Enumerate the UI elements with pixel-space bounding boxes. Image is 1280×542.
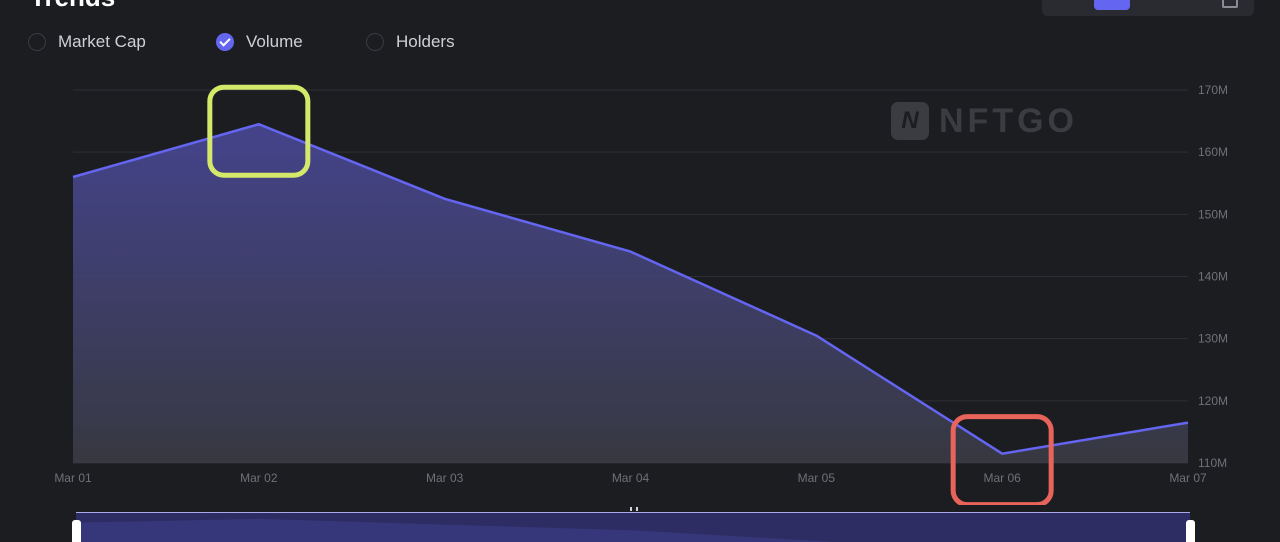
highlight-box-low bbox=[950, 414, 1054, 505]
view-toggle[interactable] bbox=[1042, 0, 1254, 16]
x-tick-label: Mar 04 bbox=[612, 471, 650, 485]
watermark-text: NFTGO bbox=[939, 101, 1078, 140]
legend-item-holders[interactable]: Holders bbox=[366, 30, 455, 54]
x-tick-label: Mar 05 bbox=[798, 471, 836, 485]
radio-unchecked-icon[interactable] bbox=[366, 33, 384, 51]
y-tick-label: 140M bbox=[1198, 270, 1228, 284]
range-navigator[interactable] bbox=[76, 512, 1190, 542]
legend-item-volume[interactable]: Volume bbox=[216, 30, 303, 54]
navigator-preview bbox=[76, 518, 836, 542]
y-axis: 110M 120M 130M 140M 150M 160M 170M bbox=[1198, 83, 1228, 470]
y-tick-label: 170M bbox=[1198, 83, 1228, 97]
x-tick-label: Mar 06 bbox=[983, 471, 1021, 485]
legend-label: Holders bbox=[396, 32, 455, 51]
y-tick-label: 160M bbox=[1198, 145, 1228, 159]
volume-area bbox=[73, 124, 1188, 463]
navigator-grip-icon[interactable] bbox=[630, 507, 638, 511]
x-tick-label: Mar 01 bbox=[54, 471, 92, 485]
legend-label: Volume bbox=[246, 32, 303, 51]
x-tick-label: Mar 02 bbox=[240, 471, 278, 485]
y-tick-label: 130M bbox=[1198, 332, 1228, 346]
legend-item-market-cap[interactable]: Market Cap bbox=[28, 30, 146, 54]
page-title: Trends bbox=[30, 0, 115, 10]
navigator-right-handle[interactable] bbox=[1186, 520, 1195, 542]
x-tick-label: Mar 07 bbox=[1169, 471, 1207, 485]
y-tick-label: 120M bbox=[1198, 394, 1228, 408]
nftgo-logo-icon: N bbox=[891, 102, 929, 140]
annotations bbox=[207, 84, 1054, 505]
volume-line bbox=[72, 122, 1189, 455]
nftgo-watermark: N NFTGO bbox=[891, 101, 1078, 141]
view-toggle-active-option[interactable] bbox=[1094, 0, 1130, 10]
radio-checked-icon[interactable] bbox=[216, 33, 234, 51]
radio-unchecked-icon[interactable] bbox=[28, 33, 46, 51]
highlight-box-peak bbox=[207, 84, 311, 178]
y-tick-label: 110M bbox=[1198, 456, 1227, 470]
x-tick-label: Mar 03 bbox=[426, 471, 464, 485]
y-tick-label: 150M bbox=[1198, 207, 1228, 221]
fullscreen-icon[interactable] bbox=[1222, 0, 1238, 8]
navigator-left-handle[interactable] bbox=[72, 520, 81, 542]
x-axis: Mar 01 Mar 02 Mar 03 Mar 04 Mar 05 Mar 06 Mar … bbox=[54, 471, 1207, 485]
legend-label: Market Cap bbox=[58, 32, 146, 51]
